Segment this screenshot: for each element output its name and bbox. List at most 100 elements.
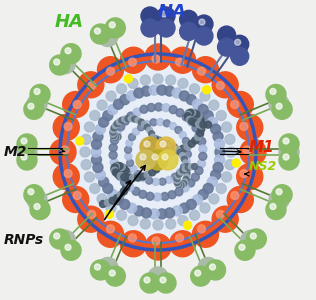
Circle shape (162, 140, 168, 146)
Circle shape (174, 146, 180, 152)
Circle shape (152, 146, 158, 152)
Circle shape (113, 194, 120, 202)
Circle shape (64, 122, 72, 130)
Circle shape (149, 131, 155, 137)
Circle shape (98, 257, 118, 278)
Circle shape (17, 150, 37, 170)
Circle shape (140, 105, 148, 113)
Circle shape (123, 184, 130, 191)
Circle shape (112, 134, 118, 140)
Circle shape (169, 106, 177, 114)
Circle shape (117, 172, 124, 179)
Circle shape (231, 35, 249, 53)
Circle shape (243, 146, 251, 154)
Circle shape (205, 260, 226, 280)
Circle shape (193, 111, 200, 118)
Circle shape (161, 151, 168, 158)
Circle shape (165, 208, 175, 218)
Circle shape (24, 99, 44, 119)
Circle shape (142, 156, 148, 162)
Circle shape (150, 154, 156, 160)
Circle shape (103, 183, 113, 194)
Circle shape (127, 112, 135, 120)
Circle shape (106, 91, 116, 101)
Circle shape (170, 231, 196, 257)
Circle shape (235, 240, 255, 260)
Circle shape (132, 187, 140, 195)
Circle shape (99, 177, 109, 187)
Circle shape (149, 136, 156, 143)
Circle shape (188, 164, 194, 170)
Circle shape (218, 38, 236, 56)
Circle shape (178, 78, 188, 88)
Circle shape (127, 203, 137, 213)
Circle shape (180, 11, 198, 28)
Circle shape (195, 270, 201, 276)
Circle shape (93, 132, 103, 142)
Circle shape (160, 141, 166, 147)
Circle shape (174, 179, 180, 185)
Circle shape (237, 164, 263, 190)
Circle shape (94, 264, 100, 270)
Circle shape (124, 180, 131, 187)
Circle shape (209, 100, 219, 110)
Circle shape (182, 166, 188, 172)
Circle shape (178, 169, 184, 175)
Circle shape (110, 127, 116, 133)
Circle shape (188, 140, 195, 147)
Circle shape (166, 75, 176, 85)
Circle shape (215, 147, 225, 157)
Circle shape (99, 117, 109, 127)
Circle shape (76, 137, 84, 145)
Circle shape (144, 141, 150, 147)
Circle shape (65, 244, 71, 250)
Circle shape (155, 103, 163, 111)
Circle shape (197, 130, 204, 136)
Circle shape (125, 75, 132, 83)
Circle shape (121, 174, 128, 181)
Circle shape (159, 159, 166, 166)
Text: M1: M1 (249, 140, 275, 155)
Circle shape (192, 137, 199, 144)
Circle shape (191, 110, 198, 117)
Circle shape (143, 121, 150, 128)
Circle shape (145, 234, 171, 260)
Circle shape (116, 119, 122, 125)
Circle shape (211, 124, 221, 134)
Circle shape (53, 114, 79, 140)
Circle shape (141, 19, 159, 37)
Circle shape (117, 210, 126, 220)
Circle shape (124, 169, 131, 177)
Circle shape (179, 145, 186, 152)
Circle shape (155, 137, 163, 144)
Circle shape (216, 82, 224, 90)
Circle shape (128, 58, 137, 66)
Circle shape (73, 100, 81, 109)
Circle shape (120, 178, 129, 186)
Circle shape (212, 72, 238, 98)
Circle shape (100, 200, 106, 208)
Circle shape (180, 167, 186, 173)
Circle shape (153, 193, 161, 201)
Circle shape (175, 182, 181, 188)
Circle shape (141, 122, 147, 128)
Circle shape (110, 129, 116, 135)
Circle shape (135, 174, 142, 181)
Circle shape (140, 154, 146, 160)
Circle shape (191, 164, 198, 169)
Circle shape (128, 116, 134, 122)
Circle shape (139, 190, 147, 198)
Circle shape (207, 117, 217, 127)
Circle shape (110, 158, 118, 166)
Circle shape (111, 134, 117, 140)
Circle shape (191, 266, 211, 286)
Circle shape (231, 100, 239, 109)
Circle shape (24, 185, 44, 205)
Circle shape (226, 147, 236, 157)
Circle shape (34, 203, 40, 209)
Circle shape (279, 150, 299, 170)
Circle shape (17, 142, 37, 162)
Circle shape (185, 151, 191, 158)
Circle shape (114, 134, 120, 140)
Circle shape (152, 154, 158, 160)
